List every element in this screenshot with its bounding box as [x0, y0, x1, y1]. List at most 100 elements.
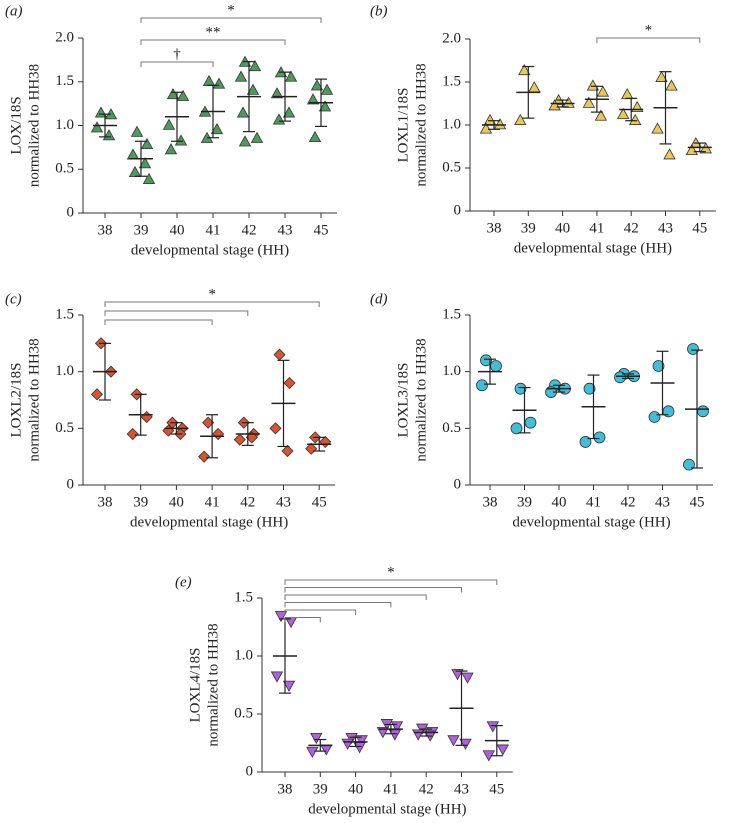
y-tick-label: 1.5: [234, 589, 253, 605]
panel: (b) 0 0.5 1.0 1.5 2.0 LOXL1/18S normalized to H…: [370, 3, 716, 256]
data-point: [142, 172, 156, 185]
x-tick-label: 40: [348, 781, 363, 797]
data-point: [583, 382, 596, 395]
data-point: [459, 738, 472, 750]
data-point: [486, 721, 499, 733]
y-tick-label: 0.5: [442, 420, 461, 436]
data-point: [479, 122, 493, 134]
data-point: [655, 70, 668, 82]
x-tick-label: 40: [170, 222, 185, 238]
x-axis-label: developmental stage (HH): [131, 242, 289, 258]
data-point: [514, 382, 527, 395]
data-point: [212, 427, 225, 441]
panel-label: (c): [5, 291, 22, 307]
data-point: [651, 122, 664, 134]
data-point: [282, 106, 296, 118]
x-tick-label: 39: [133, 494, 148, 510]
data-point: [310, 79, 324, 91]
panel: (a) 0 0.5 1.0 1.5 2.0 LOX/18S normalized to HH3…: [5, 2, 337, 258]
data-point: [490, 360, 502, 372]
data-point: [510, 422, 523, 435]
x-tick-label: 45: [489, 781, 504, 797]
data-point: [562, 96, 575, 108]
x-tick-label: 41: [589, 220, 604, 236]
significance-bracket: [140, 61, 214, 67]
data-point: [683, 458, 695, 471]
y-tick-label: 1.5: [55, 73, 74, 89]
y-tick-label: 1.5: [442, 73, 461, 89]
y-tick-label: 0.5: [55, 420, 74, 436]
y-axis-label: normalized to HH38: [26, 64, 42, 187]
data-point: [388, 729, 402, 741]
data-point: [202, 74, 216, 86]
data-point: [697, 405, 709, 418]
x-tick-label: 39: [517, 494, 532, 510]
data-point: [306, 93, 320, 105]
data-point: [269, 422, 282, 435]
data-point: [140, 410, 153, 424]
data-point: [308, 130, 322, 143]
data-point: [461, 672, 474, 684]
data-point: [447, 735, 460, 747]
x-axis-label: developmental stage (HH): [130, 514, 288, 530]
significance-bracket: [104, 319, 213, 325]
x-tick-label: 39: [313, 781, 328, 797]
data-point: [212, 77, 226, 89]
x-tick-label: 42: [240, 494, 255, 510]
significance-label: **: [206, 24, 221, 40]
data-point: [320, 744, 333, 756]
panel: (e) 0 0.5 1.0 1.5 LOXL4/18S normalized to HH38…: [175, 564, 513, 817]
data-point: [246, 83, 260, 95]
x-tick-label: 38: [483, 494, 498, 510]
y-tick-label: 2.0: [442, 30, 461, 46]
data-point: [496, 744, 509, 756]
x-tick-label: 41: [586, 494, 601, 510]
x-tick-label: 43: [655, 494, 670, 510]
data-point: [665, 79, 678, 91]
x-tick-label: 42: [621, 494, 636, 510]
data-point: [629, 113, 642, 125]
data-point: [514, 113, 527, 125]
data-point: [319, 435, 332, 448]
data-point: [524, 416, 537, 429]
panel: (c) 0 0.5 1.0 1.5 LOXL2/18S normalized to HH38…: [5, 286, 336, 530]
x-tick-label: 41: [206, 222, 221, 238]
data-point: [283, 376, 296, 390]
y-axis-label: normalized to HH38: [26, 338, 42, 461]
y-tick-label: 2.0: [55, 29, 74, 45]
y-axis-label: normalized to HH38: [413, 338, 429, 461]
data-point: [614, 371, 626, 384]
significance-label: *: [387, 564, 395, 580]
significance-bracket: [284, 579, 498, 585]
data-point: [594, 109, 608, 121]
x-tick-label: 38: [98, 494, 113, 510]
y-tick-label: 1.5: [55, 306, 74, 322]
significance-bracket: [596, 37, 701, 43]
y-tick-label: 0.5: [55, 161, 74, 177]
data-point: [174, 134, 188, 146]
data-point: [480, 354, 492, 367]
data-point: [345, 732, 358, 745]
y-tick-label: 0: [454, 476, 462, 492]
data-point: [166, 88, 180, 100]
y-tick-label: 0.5: [234, 705, 253, 721]
data-point: [140, 137, 154, 150]
x-tick-label: 42: [624, 220, 639, 236]
x-tick-label: 40: [552, 494, 567, 510]
y-tick-label: 0: [246, 763, 254, 779]
data-point: [310, 732, 323, 745]
data-point: [250, 131, 264, 143]
data-point: [687, 343, 699, 355]
significance-bracket: [104, 310, 249, 316]
x-tick-label: 41: [383, 781, 398, 797]
significance-bracket: [284, 587, 462, 593]
data-point: [210, 123, 224, 135]
x-tick-label: 45: [314, 222, 329, 238]
data-point: [586, 79, 600, 91]
data-point: [582, 96, 596, 108]
data-point: [130, 125, 144, 137]
data-point: [138, 157, 152, 169]
x-tick-label: 43: [454, 781, 469, 797]
data-point: [320, 83, 334, 95]
